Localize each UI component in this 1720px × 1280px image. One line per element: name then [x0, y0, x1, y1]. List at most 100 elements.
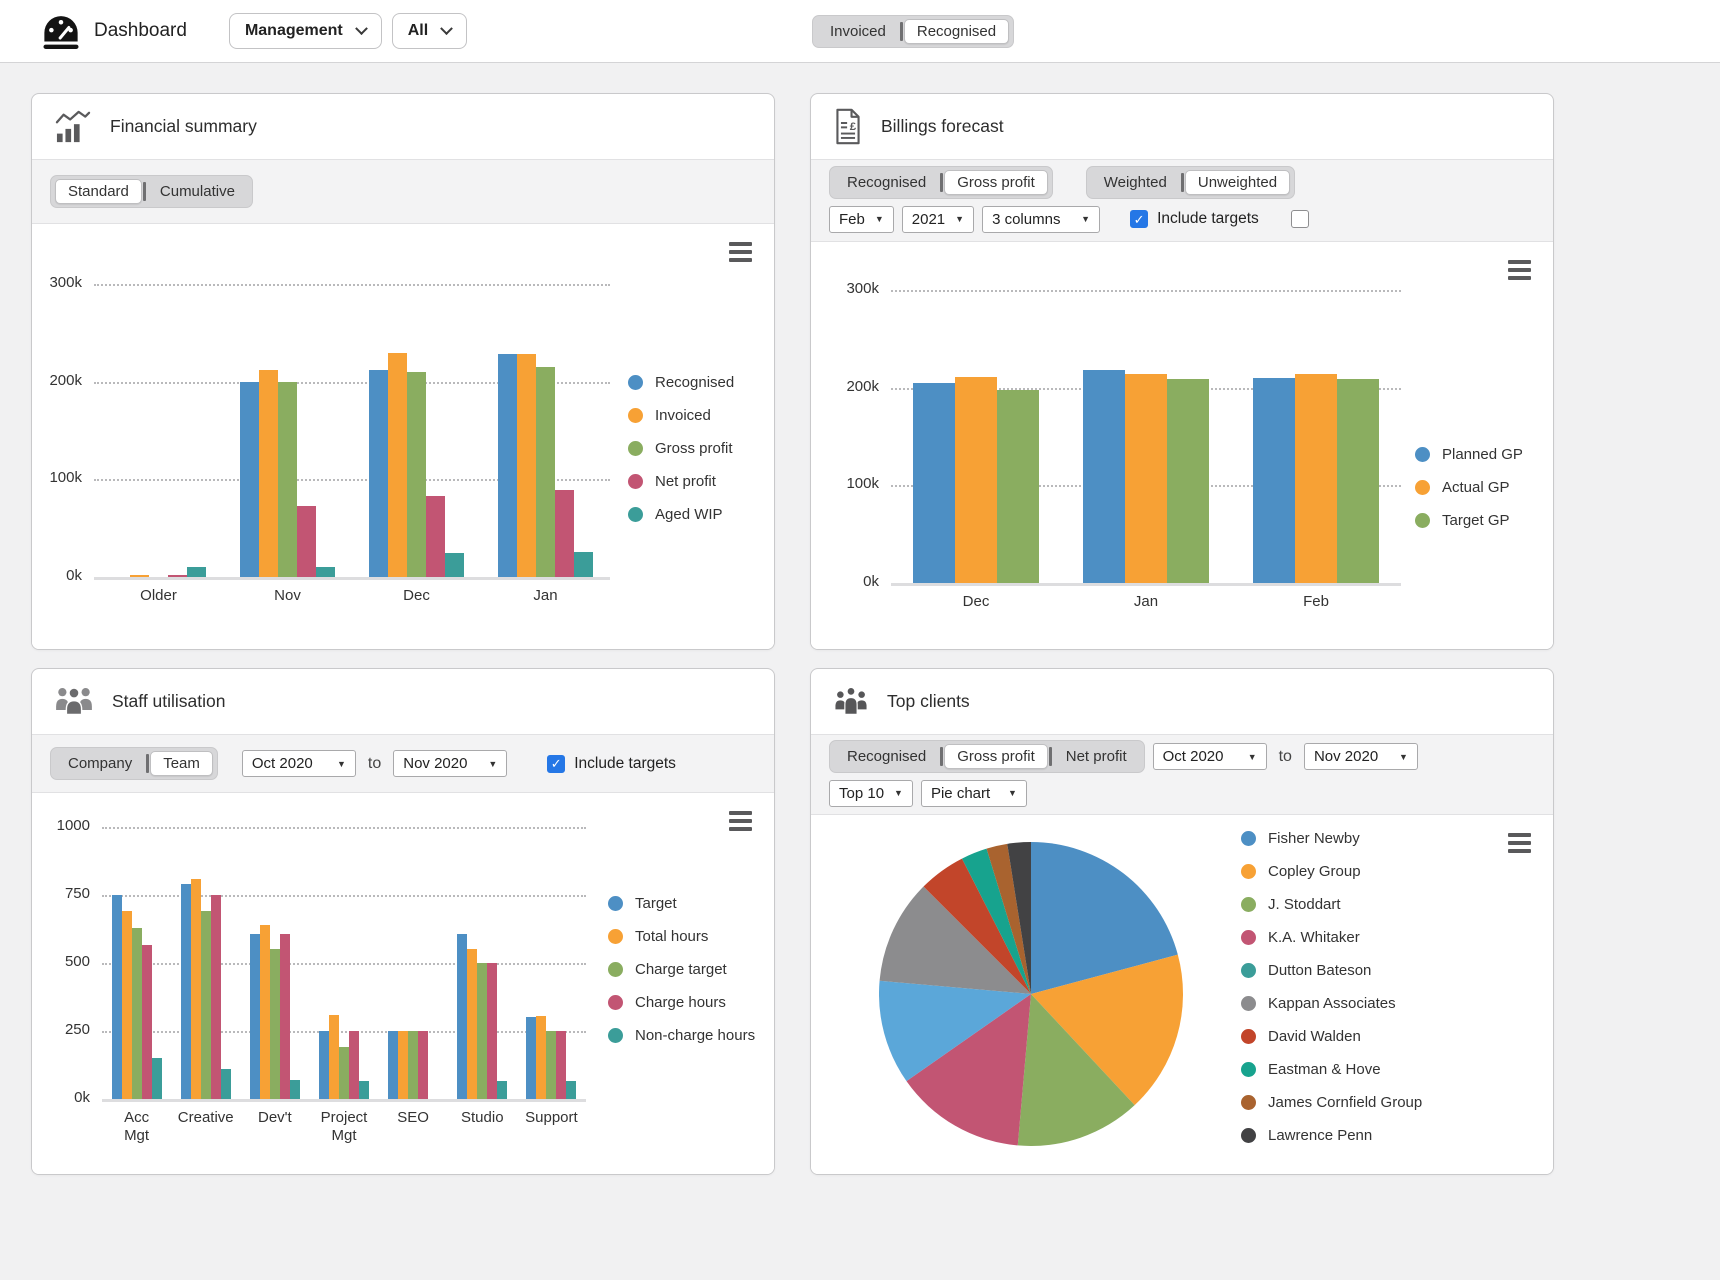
staff-chart-area: Target Total hours Charge target Charge hou… [32, 793, 774, 1174]
gridline [102, 895, 586, 897]
from-date-dropdown[interactable]: Oct 2020 ▼ [1152, 743, 1267, 770]
select-value: Management [244, 22, 343, 39]
checkbox-label: Include targets [1157, 210, 1259, 227]
top-n-dropdown[interactable]: Top 10 ▼ [829, 779, 913, 807]
chart-menu-icon[interactable] [729, 811, 752, 831]
year-dropdown[interactable]: 2021 ▼ [901, 205, 975, 233]
include-targets-checkbox[interactable]: Include targets [547, 754, 676, 773]
gridline [94, 577, 610, 580]
legend-dot [628, 507, 643, 522]
select-value: Nov 2020 [403, 755, 468, 772]
select-value: 2021 [911, 210, 946, 228]
toggle-option[interactable]: Recognised [903, 19, 1010, 44]
chart-menu-icon[interactable] [1508, 833, 1531, 853]
y-axis-tick-label: 100k [846, 475, 879, 493]
bar-target [180, 884, 191, 1099]
toggle-option[interactable]: Cumulative [159, 183, 235, 200]
month-dropdown[interactable]: Feb ▼ [829, 205, 894, 233]
y-axis-tick-label: 500 [64, 953, 90, 970]
toggle-option[interactable]: Gross profit [944, 170, 1048, 195]
legend-label: Non-charge hours [635, 1027, 756, 1044]
gridline [891, 290, 1401, 292]
y-axis-tick-label: 750 [64, 885, 90, 902]
toggle-option[interactable]: Unweighted [1184, 170, 1291, 195]
extra-checkbox[interactable] [1290, 210, 1309, 228]
legend-item: Aged WIP [628, 498, 734, 531]
people-group-icon [56, 686, 92, 715]
columns-dropdown[interactable]: 3 columns ▼ [982, 205, 1101, 233]
legend-item: Target [608, 887, 755, 920]
chart-type-dropdown[interactable]: Pie chart ▼ [920, 779, 1027, 807]
caret-down-icon: ▼ [955, 214, 965, 224]
bar-target [249, 934, 260, 1099]
pie-slice-fisher-newby [1031, 842, 1178, 994]
bar-group [223, 284, 352, 577]
bar-charge-hours [556, 1031, 567, 1099]
bar-charge-target [338, 1047, 349, 1099]
legend-label: Dutton Bateson [1268, 962, 1372, 979]
caret-down-icon: ▼ [1399, 751, 1408, 762]
dashboard-gauge-icon [43, 16, 79, 49]
staff-controls: Company Team Oct 2020 ▼ to Nov 2020 ▼ Inclu… [32, 735, 774, 793]
filter-all-dropdown[interactable]: All [391, 13, 468, 49]
checkbox-box[interactable] [547, 754, 566, 773]
to-date-dropdown[interactable]: Nov 2020 ▼ [393, 750, 508, 777]
toggle-option[interactable]: Recognised [847, 174, 927, 191]
legend-label: Fisher Newby [1268, 830, 1360, 847]
legend-dot [1241, 1128, 1256, 1143]
toggle-option[interactable]: Gross profit [944, 744, 1048, 769]
bar-recognised [240, 382, 259, 577]
legend-label: Eastman & Hove [1268, 1061, 1381, 1078]
panel-title: Billings forecast [881, 116, 1004, 136]
toggle-option[interactable]: Recognised [847, 748, 927, 765]
chart-menu-icon[interactable] [729, 242, 752, 262]
toggle-option[interactable]: Invoiced [830, 23, 886, 40]
bar-group [379, 827, 448, 1099]
bar-total-hours [121, 911, 132, 1099]
caret-down-icon: ▼ [488, 758, 498, 769]
pie-slice-k-a-whitaker [906, 994, 1031, 1146]
x-axis-labels: Acc Mgt Creative Dev't Project Mgt SEO Studio… [102, 1109, 586, 1144]
legend-item: Planned GP [1415, 438, 1523, 471]
x-axis-label: Creative [177, 1109, 234, 1126]
caret-down-icon: ▼ [1081, 214, 1091, 224]
bar-planned-gp [1253, 378, 1295, 583]
bar-actual-gp [955, 377, 997, 583]
bar-charge-hours [487, 963, 498, 1099]
legend-dot [608, 896, 623, 911]
bar-group [891, 290, 1061, 583]
bar-recognised [369, 370, 388, 577]
legend-dot [1241, 930, 1256, 945]
panel-title: Top clients [887, 691, 970, 711]
toggle-option[interactable]: Standard [55, 179, 142, 204]
x-axis-label: Nov [274, 587, 301, 604]
bar-net-profit [555, 490, 574, 577]
x-axis-label: Jan [533, 587, 558, 604]
toggle-option[interactable]: Company [68, 755, 133, 772]
toggle-option[interactable]: Team [150, 751, 213, 776]
legend-dot [628, 408, 643, 423]
bar-invoiced [388, 353, 407, 577]
y-axis-tick-label: 0k [74, 1089, 90, 1106]
checkbox-box[interactable] [1130, 210, 1149, 228]
bar-charge-hours [279, 934, 290, 1099]
y-axis-tick-label: 100k [49, 469, 82, 487]
legend-label: Charge hours [635, 994, 726, 1011]
top-clients-legend: Fisher Newby Copley Group J. Stoddart K.A. … [1241, 822, 1422, 1152]
checkbox-box[interactable] [1290, 210, 1309, 228]
billings-chart-area: Planned GP Actual GP Target GP 300k 200k 100… [811, 242, 1553, 649]
from-date-dropdown[interactable]: Oct 2020 ▼ [241, 750, 356, 777]
x-axis-label: Dec [403, 587, 430, 604]
management-view-dropdown[interactable]: Management [228, 13, 382, 49]
chart-menu-icon[interactable] [1508, 260, 1531, 280]
include-targets-checkbox[interactable]: Include targets [1130, 210, 1259, 228]
toggle-option[interactable]: Weighted [1103, 174, 1167, 191]
bar-target [388, 1031, 399, 1099]
legend-item: Non-charge hours [608, 1019, 755, 1052]
legend-label: Copley Group [1268, 863, 1361, 880]
legend-label: K.A. Whitaker [1268, 929, 1360, 946]
toggle-option[interactable]: Net profit [1065, 748, 1127, 765]
billings-controls: Recognised Gross profit Weighted Unweighte… [811, 160, 1553, 242]
bar-charge-target [131, 928, 142, 1099]
to-date-dropdown[interactable]: Nov 2020 ▼ [1303, 743, 1418, 770]
